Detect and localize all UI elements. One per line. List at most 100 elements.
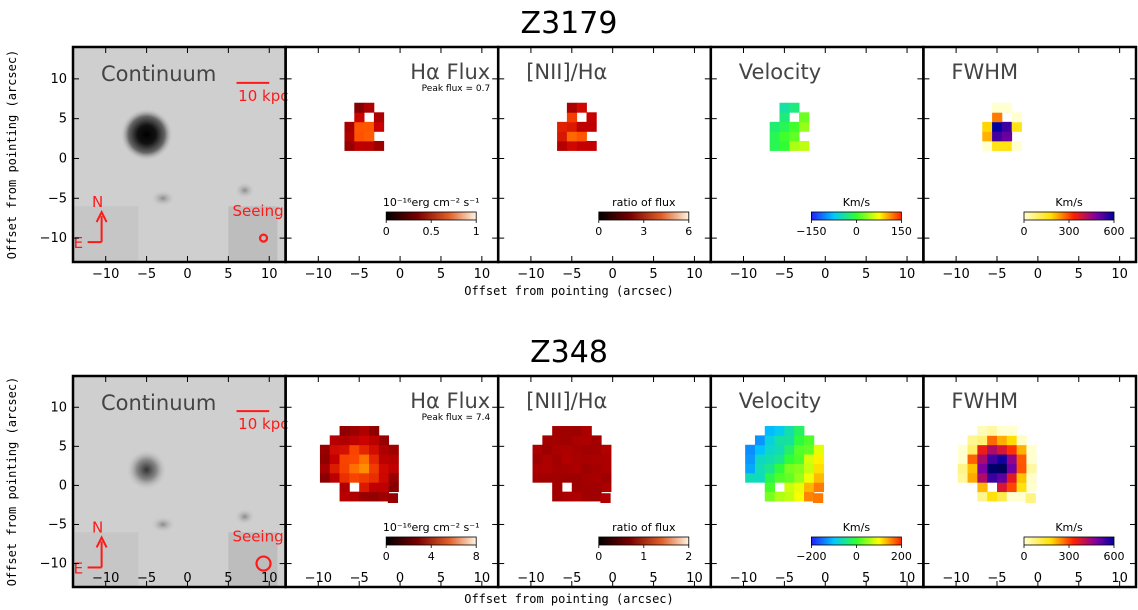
- map-pixel: [561, 426, 573, 436]
- x-tick-label: 5: [649, 571, 657, 586]
- x-tick-label: −5: [350, 267, 369, 282]
- colorbar-tick-label: 0: [853, 550, 860, 563]
- map-pixel: [774, 491, 785, 502]
- map-pixel: [769, 140, 780, 151]
- map-pixel: [566, 112, 578, 123]
- x-tick-label: −5: [775, 571, 794, 586]
- x-tick-label: −5: [987, 267, 1006, 282]
- map-pixel: [561, 435, 573, 446]
- map-pixel: [779, 102, 790, 113]
- chart-row-1: Z3179 Offset from pointing (arcsec) Offset…: [5, 6, 1138, 298]
- map-pixel: [813, 482, 825, 493]
- map-pixel: [561, 444, 573, 455]
- map-pixel: [1006, 426, 1018, 436]
- map-pixel: [388, 463, 399, 474]
- map-pixel: [982, 140, 993, 151]
- map-pixel: [764, 435, 775, 446]
- map-pixel: [552, 426, 563, 436]
- colorbar: [811, 536, 902, 546]
- map-pixel: [552, 472, 563, 483]
- map-pixel: [996, 463, 1008, 474]
- map-pixel: [1026, 444, 1037, 455]
- y-tick-label: 10: [50, 400, 67, 415]
- continuum-source: [120, 108, 173, 161]
- x-tick-label: −10: [92, 571, 119, 586]
- map-pixel: [794, 463, 805, 474]
- map-pixel: [1026, 482, 1037, 493]
- map-pixel: [552, 491, 563, 502]
- map-pixel: [591, 454, 602, 464]
- map-pixel: [373, 112, 385, 123]
- map-pixel: [354, 131, 365, 142]
- colorbar: [598, 536, 690, 546]
- x-tick-label: 10: [474, 267, 491, 282]
- map-pixel: [977, 482, 988, 493]
- x-tick-label: 10: [686, 267, 703, 282]
- colorbar-tick-label: 0: [853, 225, 860, 238]
- colorbar-label: Km/s: [1055, 196, 1083, 209]
- seeing-circle: [258, 233, 269, 243]
- map-pixel: [369, 435, 380, 446]
- map-pixel: [813, 463, 825, 474]
- panel-5: FWHM Km/s 0 300 600 −10 −5 0 5 10: [922, 45, 1138, 282]
- continuum-shading: [73, 206, 139, 262]
- map-pixel: [354, 102, 365, 113]
- map-pixel: [369, 472, 380, 483]
- map-pixel: [784, 426, 795, 436]
- x-tick-label: 10: [261, 571, 278, 586]
- x-tick-label: 5: [649, 267, 657, 282]
- map-pixel: [581, 454, 592, 464]
- map-pixel: [764, 472, 775, 483]
- map-pixel: [764, 426, 775, 436]
- map-pixel: [1016, 472, 1027, 483]
- colorbar-tick-label: 300: [1059, 225, 1080, 238]
- map-pixel: [789, 102, 800, 113]
- map-pixel: [1025, 493, 1036, 503]
- x-tick-label: −5: [137, 571, 156, 586]
- map-pixel: [581, 435, 592, 446]
- map-pixel: [369, 491, 380, 502]
- map-pixel: [977, 454, 988, 464]
- north-label: N: [92, 518, 103, 536]
- map-pixel: [799, 112, 810, 123]
- map-pixel: [789, 131, 800, 142]
- map-pixel: [813, 444, 825, 455]
- peak-flux-label: Peak flux = 7.4: [422, 413, 491, 423]
- map-pixel: [601, 444, 612, 455]
- x-tick-label: −5: [987, 571, 1006, 586]
- map-pixel: [378, 444, 390, 455]
- map-pixel: [1006, 482, 1018, 493]
- map-pixel: [349, 491, 360, 502]
- map-pixel: [532, 472, 543, 483]
- map-pixel: [344, 140, 355, 151]
- map-pixel: [552, 454, 563, 464]
- scale-bar-label: 10 kpc: [238, 87, 288, 105]
- map-pixel: [586, 112, 597, 123]
- map-pixel: [794, 482, 805, 493]
- map-pixel: [774, 444, 785, 455]
- colorbar-label: ratio of flux: [612, 521, 676, 534]
- map-pixel: [571, 491, 583, 502]
- map-pixel: [992, 102, 1003, 113]
- map-pixel: [319, 454, 331, 464]
- colorbar-tick-label: 200: [891, 550, 912, 563]
- map-pixel: [804, 472, 815, 483]
- map-pixel: [754, 454, 766, 464]
- map-pixel: [996, 482, 1008, 493]
- map-pixel: [1016, 491, 1027, 502]
- map-pixel: [779, 131, 790, 142]
- map-pixel: [794, 472, 805, 483]
- colorbar-tick-label: −150: [796, 225, 826, 238]
- map-pixel: [388, 472, 399, 483]
- map-pixel: [601, 463, 612, 474]
- colorbar-tick-label: 0.5: [422, 225, 440, 238]
- map-pixel: [789, 140, 800, 151]
- map-pixel: [388, 482, 399, 493]
- chart-row-2: Z348 Offset from pointing (arcsec) Offset …: [5, 335, 1138, 606]
- map-pixel: [774, 472, 785, 483]
- x-tick-label: −5: [350, 571, 369, 586]
- x-tick-label: 0: [609, 267, 617, 282]
- continuum-source: [126, 449, 167, 490]
